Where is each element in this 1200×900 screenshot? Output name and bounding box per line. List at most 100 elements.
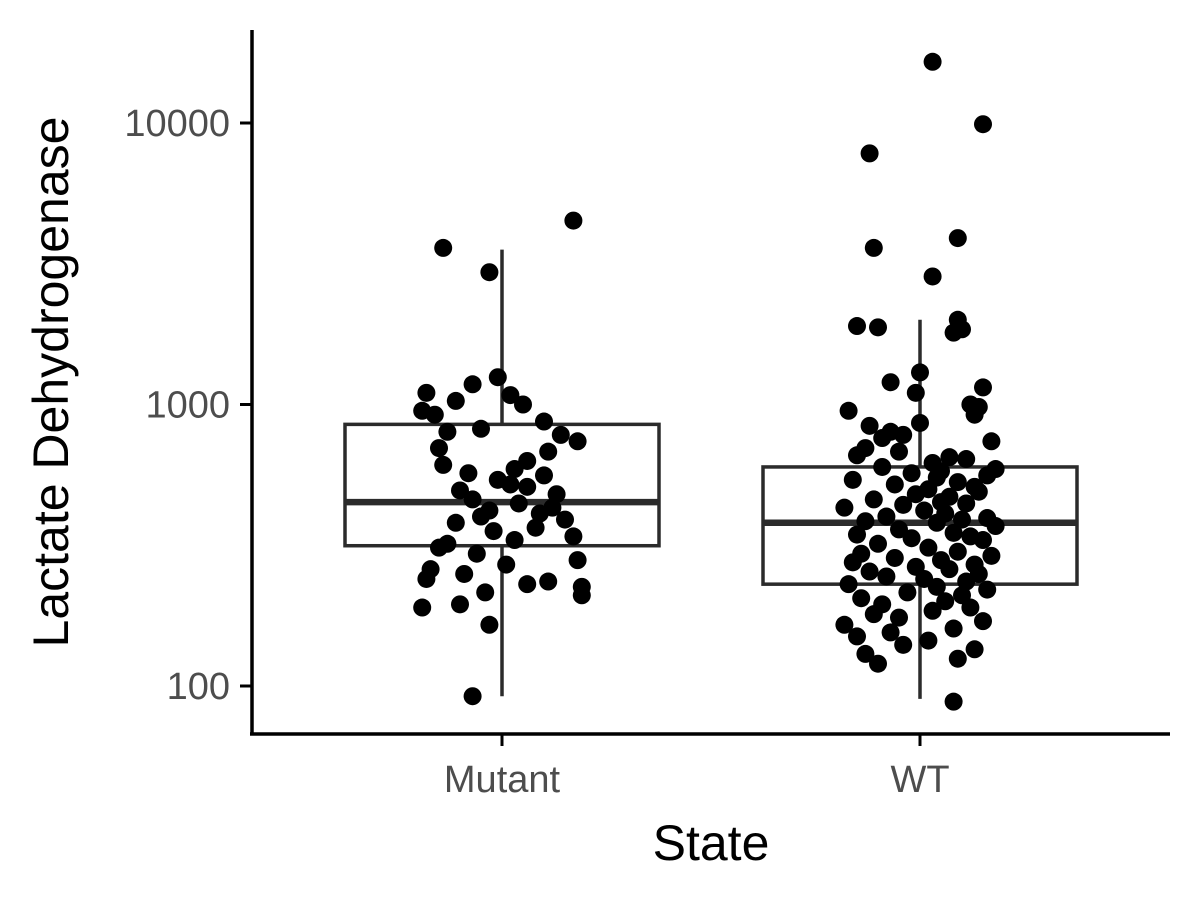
data-point [911, 413, 929, 432]
axes-layer [250, 30, 1170, 736]
data-point [472, 419, 490, 438]
data-point [940, 560, 959, 579]
data-point [539, 572, 558, 591]
data-point [974, 531, 992, 550]
data-point [948, 473, 967, 492]
data-point [497, 555, 516, 574]
y-tick-label: 1000 [145, 385, 230, 427]
data-point [944, 619, 963, 638]
data-point [881, 623, 900, 642]
x-tick-label: WT [890, 759, 949, 801]
data-point [974, 378, 992, 397]
data-point [556, 510, 574, 529]
data-point [848, 317, 866, 336]
data-point [923, 267, 942, 286]
data-point [564, 211, 583, 230]
data-point [927, 577, 946, 596]
data-point [986, 517, 1005, 536]
data-point [530, 504, 549, 523]
data-point [944, 323, 963, 342]
data-point [535, 412, 553, 431]
data-point [488, 368, 507, 387]
data-point [539, 442, 558, 461]
data-point [572, 586, 591, 605]
data-point [969, 482, 988, 501]
data-point [869, 318, 887, 337]
data-point [974, 115, 992, 134]
data-point [551, 425, 570, 444]
data-point [568, 551, 587, 570]
data-point [843, 470, 862, 489]
data-point [463, 490, 482, 509]
data-point [885, 548, 904, 567]
data-point [944, 523, 963, 542]
data-point [835, 498, 854, 517]
data-point [839, 575, 858, 594]
data-point [957, 450, 976, 469]
points-layer [413, 52, 1005, 711]
y-tick-label: 10000 [124, 103, 230, 145]
data-point [518, 477, 537, 496]
data-point [852, 589, 871, 608]
data-point [446, 513, 465, 532]
data-point [948, 649, 967, 668]
data-point [518, 575, 537, 594]
data-point [894, 635, 913, 654]
data-point [476, 583, 495, 602]
data-point [451, 595, 469, 614]
data-point [446, 391, 465, 410]
data-point [535, 466, 553, 485]
data-point [919, 631, 938, 650]
data-point [902, 529, 921, 548]
data-point [434, 238, 453, 257]
data-point [894, 495, 913, 514]
data-point [848, 525, 866, 544]
boxplot-layer [343, 249, 1079, 699]
y-tick-label: 100 [167, 666, 230, 708]
data-point [564, 527, 583, 546]
data-point [919, 538, 938, 557]
data-point [936, 592, 955, 611]
data-point [438, 422, 457, 441]
data-point [425, 405, 444, 424]
data-point [860, 416, 879, 435]
data-point [864, 238, 883, 257]
data-point [463, 375, 482, 394]
data-point [974, 612, 992, 631]
data-point [885, 475, 904, 494]
data-point [869, 654, 887, 673]
data-point [898, 583, 917, 602]
data-point [480, 263, 499, 282]
data-point [501, 386, 520, 405]
data-point [940, 448, 959, 467]
data-point [890, 442, 908, 461]
data-point [505, 460, 524, 479]
data-point [843, 553, 862, 572]
data-point [923, 52, 942, 71]
data-point [434, 455, 453, 474]
data-point [480, 615, 499, 634]
x-tick-label: Mutant [444, 759, 561, 801]
data-point [839, 401, 858, 420]
data-point [526, 518, 545, 537]
data-point [472, 507, 490, 526]
data-point [484, 522, 503, 541]
data-point [835, 615, 854, 634]
data-point [430, 538, 448, 557]
data-point [856, 644, 875, 663]
data-point [873, 457, 892, 476]
data-point [430, 439, 448, 458]
data-point [463, 687, 482, 706]
data-point [467, 544, 486, 563]
data-point [501, 475, 520, 494]
data-point [948, 542, 967, 561]
data-point [927, 513, 946, 532]
data-point [568, 432, 587, 451]
data-point [906, 485, 925, 504]
data-point [881, 373, 900, 392]
data-point [413, 598, 432, 617]
data-point [860, 562, 879, 581]
data-point [459, 464, 478, 483]
data-point [911, 363, 929, 382]
data-point [509, 494, 528, 513]
